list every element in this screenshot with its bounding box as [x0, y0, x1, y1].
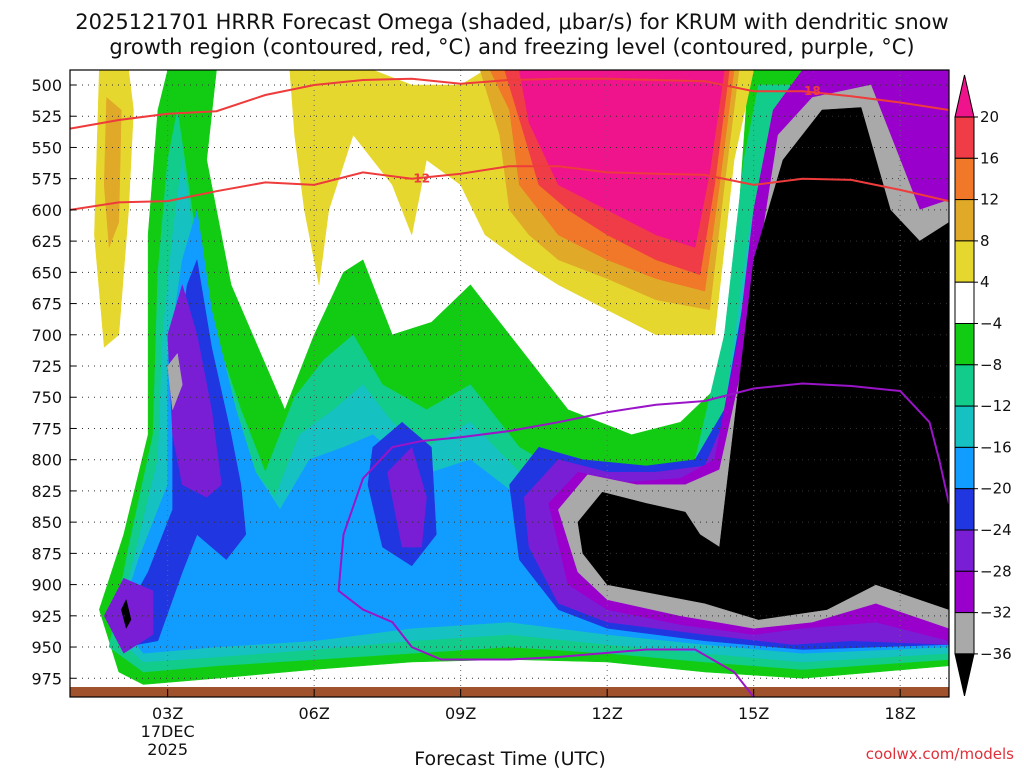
grid-lines: [70, 70, 949, 697]
x-tick-label-12Z: 12Z: [592, 704, 623, 723]
y-tick-label-600: 600: [31, 201, 62, 220]
x-axis-label: Forecast Time (UTC): [414, 748, 605, 768]
x-tick-label-06Z: 06Z: [299, 704, 330, 723]
colorbar-box-9: [954, 488, 975, 531]
chart-title-line1: 2025121701 HRRR Forecast Omega (shaded, …: [75, 10, 948, 34]
y-tick-label-575: 575: [31, 170, 62, 189]
colorbar-label-5: −4: [980, 315, 1002, 333]
colorbar-box-6: [954, 364, 975, 407]
y-tick-label-825: 825: [31, 482, 62, 501]
credit-text: coolwx.com/models: [866, 745, 1014, 763]
dendritic-label--12: −12: [403, 172, 430, 186]
y-tick-label-675: 675: [31, 295, 62, 314]
y-tick-label-775: 775: [31, 419, 62, 438]
y-tick-label-650: 650: [31, 263, 62, 282]
y-tick-label-750: 750: [31, 388, 62, 407]
x-tick-label-09Z: 09Z: [445, 704, 476, 723]
y-tick-label-950: 950: [31, 638, 62, 657]
colorbar-label-3: 8: [980, 232, 990, 250]
colorbar-box-0: [954, 116, 975, 159]
colorbar-label-9: −20: [980, 480, 1012, 498]
colorbar-label-7: −12: [980, 397, 1012, 415]
colorbar-box-5: [954, 323, 975, 366]
y-tick-label-500: 500: [31, 76, 62, 95]
omega-region-extreme-rising-black-2: [121, 598, 132, 629]
y-tick-label-875: 875: [31, 544, 62, 563]
colorbar-label-2: 12: [980, 191, 999, 209]
temperature-contours: −12 −18: [70, 77, 949, 697]
y-tick-label-975: 975: [31, 669, 62, 688]
chart-title-line2: growth region (contoured, red, °C) and f…: [109, 35, 914, 59]
colorbar-box-1: [954, 157, 975, 201]
colorbar-box-10: [954, 529, 975, 572]
x-tick-date: 17DEC: [141, 722, 195, 741]
y-tick-label-925: 925: [31, 607, 62, 626]
colorbar-label-13: −36: [980, 645, 1012, 663]
x-tick-label-03Z: 03Z: [152, 704, 183, 723]
freezing-level-contour: [337, 382, 949, 697]
x-tick-label-18Z: 18Z: [885, 704, 916, 723]
y-tick-label-800: 800: [31, 451, 62, 470]
colorbar-label-10: −24: [980, 521, 1012, 539]
colorbar-label-6: −8: [980, 356, 1002, 374]
y-tick-label-550: 550: [31, 138, 62, 157]
colorbar-label-11: −28: [980, 562, 1012, 580]
dendritic-label--18: −18: [794, 84, 821, 98]
omega-shading: [94, 70, 949, 685]
dendritic-contour--18: [70, 77, 949, 130]
colorbar: 20 16 12 8 4 −4 −8 −12 −16 −20 −24 −28 −32 −36: [954, 74, 1012, 697]
x-tick-year: 2025: [147, 740, 188, 759]
colorbar-box-3: [954, 240, 975, 283]
y-tick-label-900: 900: [31, 576, 62, 595]
x-tick-label-15Z: 15Z: [738, 704, 769, 723]
plot-frame: [69, 69, 950, 698]
ground-surface: [70, 687, 949, 697]
colorbar-label-4: 4: [980, 273, 990, 291]
dendritic-contour--12: [70, 165, 949, 211]
omega-region-sinking-magenta: [519, 70, 725, 248]
omega-region-strong-rising-gray-2: [167, 352, 183, 410]
y-tick-label-725: 725: [31, 357, 62, 376]
omega-region-sinking-goldenrod: [103, 96, 122, 248]
pressure-axis: 500 525 550 575 600 625 650 675 700 725 750 775 800 8…: [31, 76, 76, 688]
colorbar-label-8: −16: [980, 438, 1012, 456]
colorbar-box-4: [954, 281, 975, 325]
y-tick-label-700: 700: [31, 326, 62, 345]
colorbar-box-8: [954, 446, 975, 490]
omega-region-rising-purple: [167, 283, 222, 498]
y-tick-label-850: 850: [31, 513, 62, 532]
colorbar-arrow-bottom: [954, 653, 975, 697]
y-tick-label-525: 525: [31, 107, 62, 126]
colorbar-label-1: 16: [980, 149, 999, 167]
colorbar-box-12: [954, 612, 975, 655]
colorbar-arrow-top: [954, 74, 975, 118]
colorbar-label-0: 20: [980, 108, 999, 126]
colorbar-label-12: −32: [980, 604, 1012, 622]
colorbar-box-11: [954, 570, 975, 614]
omega-region-extreme-rising-black: [577, 107, 949, 620]
colorbar-box-2: [954, 199, 975, 242]
colorbar-box-7: [954, 405, 975, 448]
y-tick-label-625: 625: [31, 232, 62, 251]
